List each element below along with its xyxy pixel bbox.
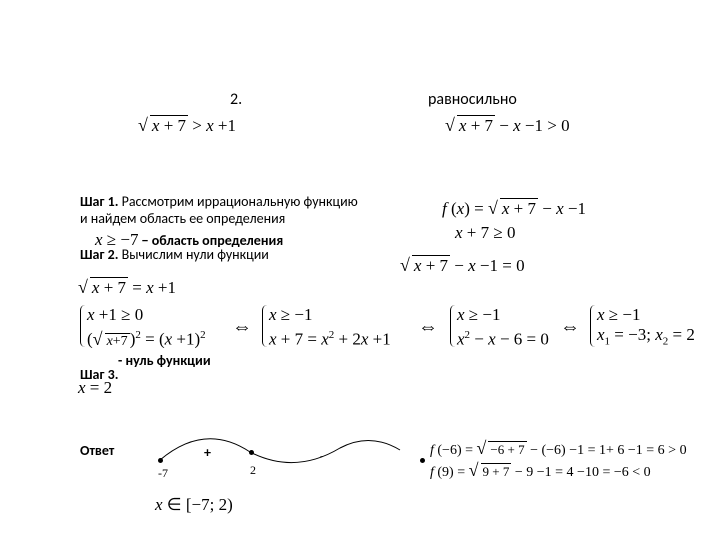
arrow2: ⇔ (418, 315, 438, 339)
step2-title: Шаг 2. Вычислим нули функции (80, 246, 269, 263)
f-9: f (9) = 9 + 7 − 9 −1 = 4 −10 = −6 < 0 (430, 460, 651, 481)
step1-line2: и найдем область ее определения (80, 210, 285, 227)
zero-eq: x + 7 − x −1 = 0 (400, 255, 525, 276)
signline-point-b (249, 450, 254, 455)
f-neg6: f (−6) = −6 + 7 − (−6) −1 = 1+ 6 −1 = 6 … (430, 438, 687, 459)
system3: x ≥ −1 x2 − x − 6 = 0 (450, 305, 549, 347)
ineq-right: x + 7 − x −1 > 0 (445, 115, 570, 136)
root-note: - нуль функции (118, 352, 211, 369)
signline-point-a (158, 458, 163, 463)
answer-interval: x ∈ [−7; 2) (155, 495, 233, 515)
system4: x ≥ −1 x1 = −3; x2 = 2 (590, 305, 695, 347)
signline-curve (150, 420, 410, 470)
problem-number: 2. (230, 90, 242, 109)
step1-title: Шаг 1. Рассмотрим иррациональную функцию (80, 193, 358, 210)
arrow1: ⇔ (232, 315, 252, 339)
ineq-left: x + 7 > x +1 (138, 115, 236, 136)
signline-tick-b: 2 (250, 463, 256, 478)
system1: x +1 ≥ 0 (x+7)2 = (x +1)2 (80, 305, 206, 347)
signline-point-c (420, 458, 425, 463)
signline-tick-a: -7 (158, 466, 168, 481)
system2: x ≥ −1 x + 7 = x2 + 2x +1 (262, 305, 391, 347)
signline-minus: - (320, 450, 323, 463)
sqrt-eq: x + 7 = x +1 (78, 277, 176, 298)
func-def: f (x) = x + 7 − x −1 (442, 198, 586, 219)
domain-cond: x + 7 ≥ 0 (455, 223, 515, 243)
step3-title: Шаг 3. (80, 366, 118, 383)
arrow3: ⇔ (560, 315, 580, 339)
equiv-label: равносильно (428, 90, 517, 109)
answer-label: Ответ (80, 442, 114, 459)
signline-plus: + (204, 444, 211, 461)
